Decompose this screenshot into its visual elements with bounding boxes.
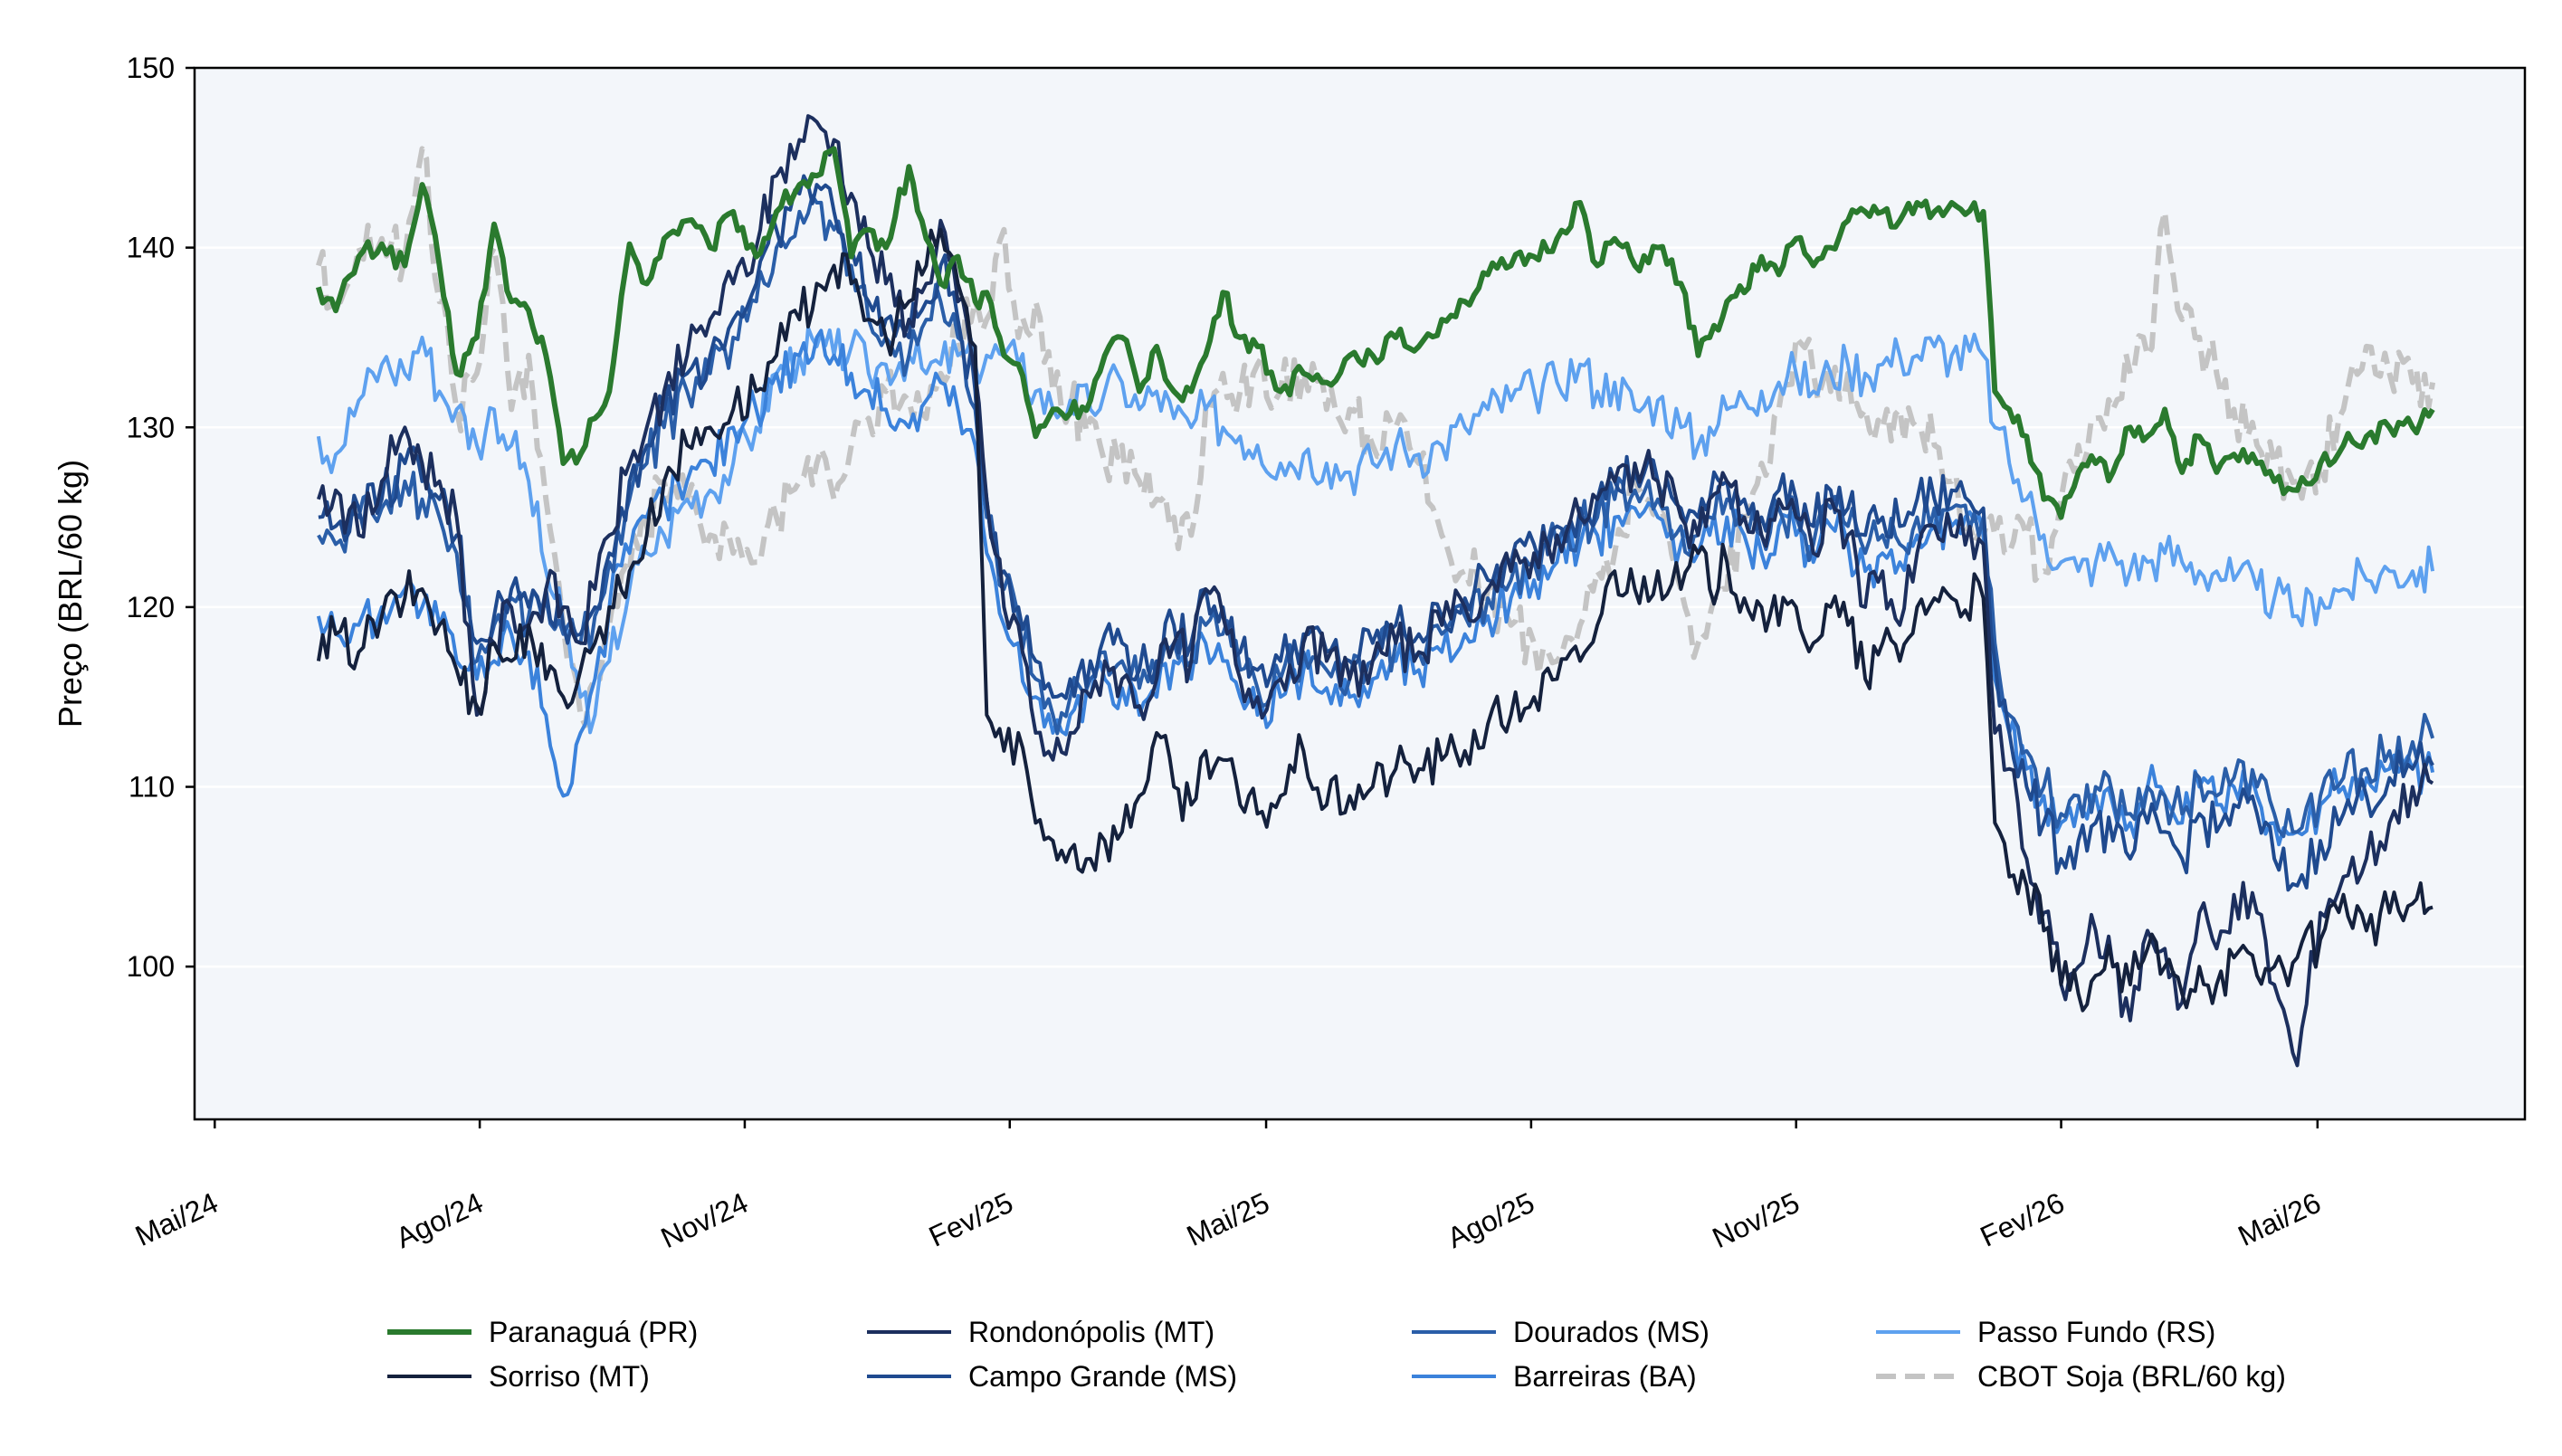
legend-label: Passo Fundo (RS) xyxy=(1977,1316,2215,1348)
y-tick-label: 130 xyxy=(127,411,175,443)
legend-label: CBOT Soja (BRL/60 kg) xyxy=(1977,1360,2286,1393)
series-line xyxy=(318,174,2434,892)
series-line xyxy=(316,227,2433,1013)
legend-label: Rondonópolis (MT) xyxy=(968,1316,1214,1348)
legend-label: Paranaguá (PR) xyxy=(489,1316,698,1348)
series-lines xyxy=(316,114,2436,1068)
y-tick-label: 110 xyxy=(129,771,175,804)
y-axis: 100 110 120 130 140 150 xyxy=(127,52,195,983)
y-tick-label: 140 xyxy=(127,232,175,264)
series-line xyxy=(316,326,2435,735)
series-line xyxy=(316,146,2435,520)
legend-label: Dourados (MS) xyxy=(1513,1316,1710,1348)
series-line xyxy=(316,114,2434,1068)
y-axis-label: Preço (BRL/60 kg) xyxy=(52,460,89,728)
y-tick-label: 150 xyxy=(127,52,175,84)
plot-area xyxy=(195,68,2525,1119)
legend: Paranaguá (PR) Sorriso (MT) Rondonópolis (… xyxy=(387,1316,2286,1393)
y-tick-label: 100 xyxy=(127,950,175,983)
plot-frame xyxy=(193,66,2527,1121)
legend-label: Campo Grande (MS) xyxy=(968,1360,1237,1393)
y-tick-label: 120 xyxy=(127,591,175,623)
legend-label: Sorriso (MT) xyxy=(489,1360,650,1393)
legend-label: Barreiras (BA) xyxy=(1513,1360,1697,1393)
series-line xyxy=(316,146,2436,728)
